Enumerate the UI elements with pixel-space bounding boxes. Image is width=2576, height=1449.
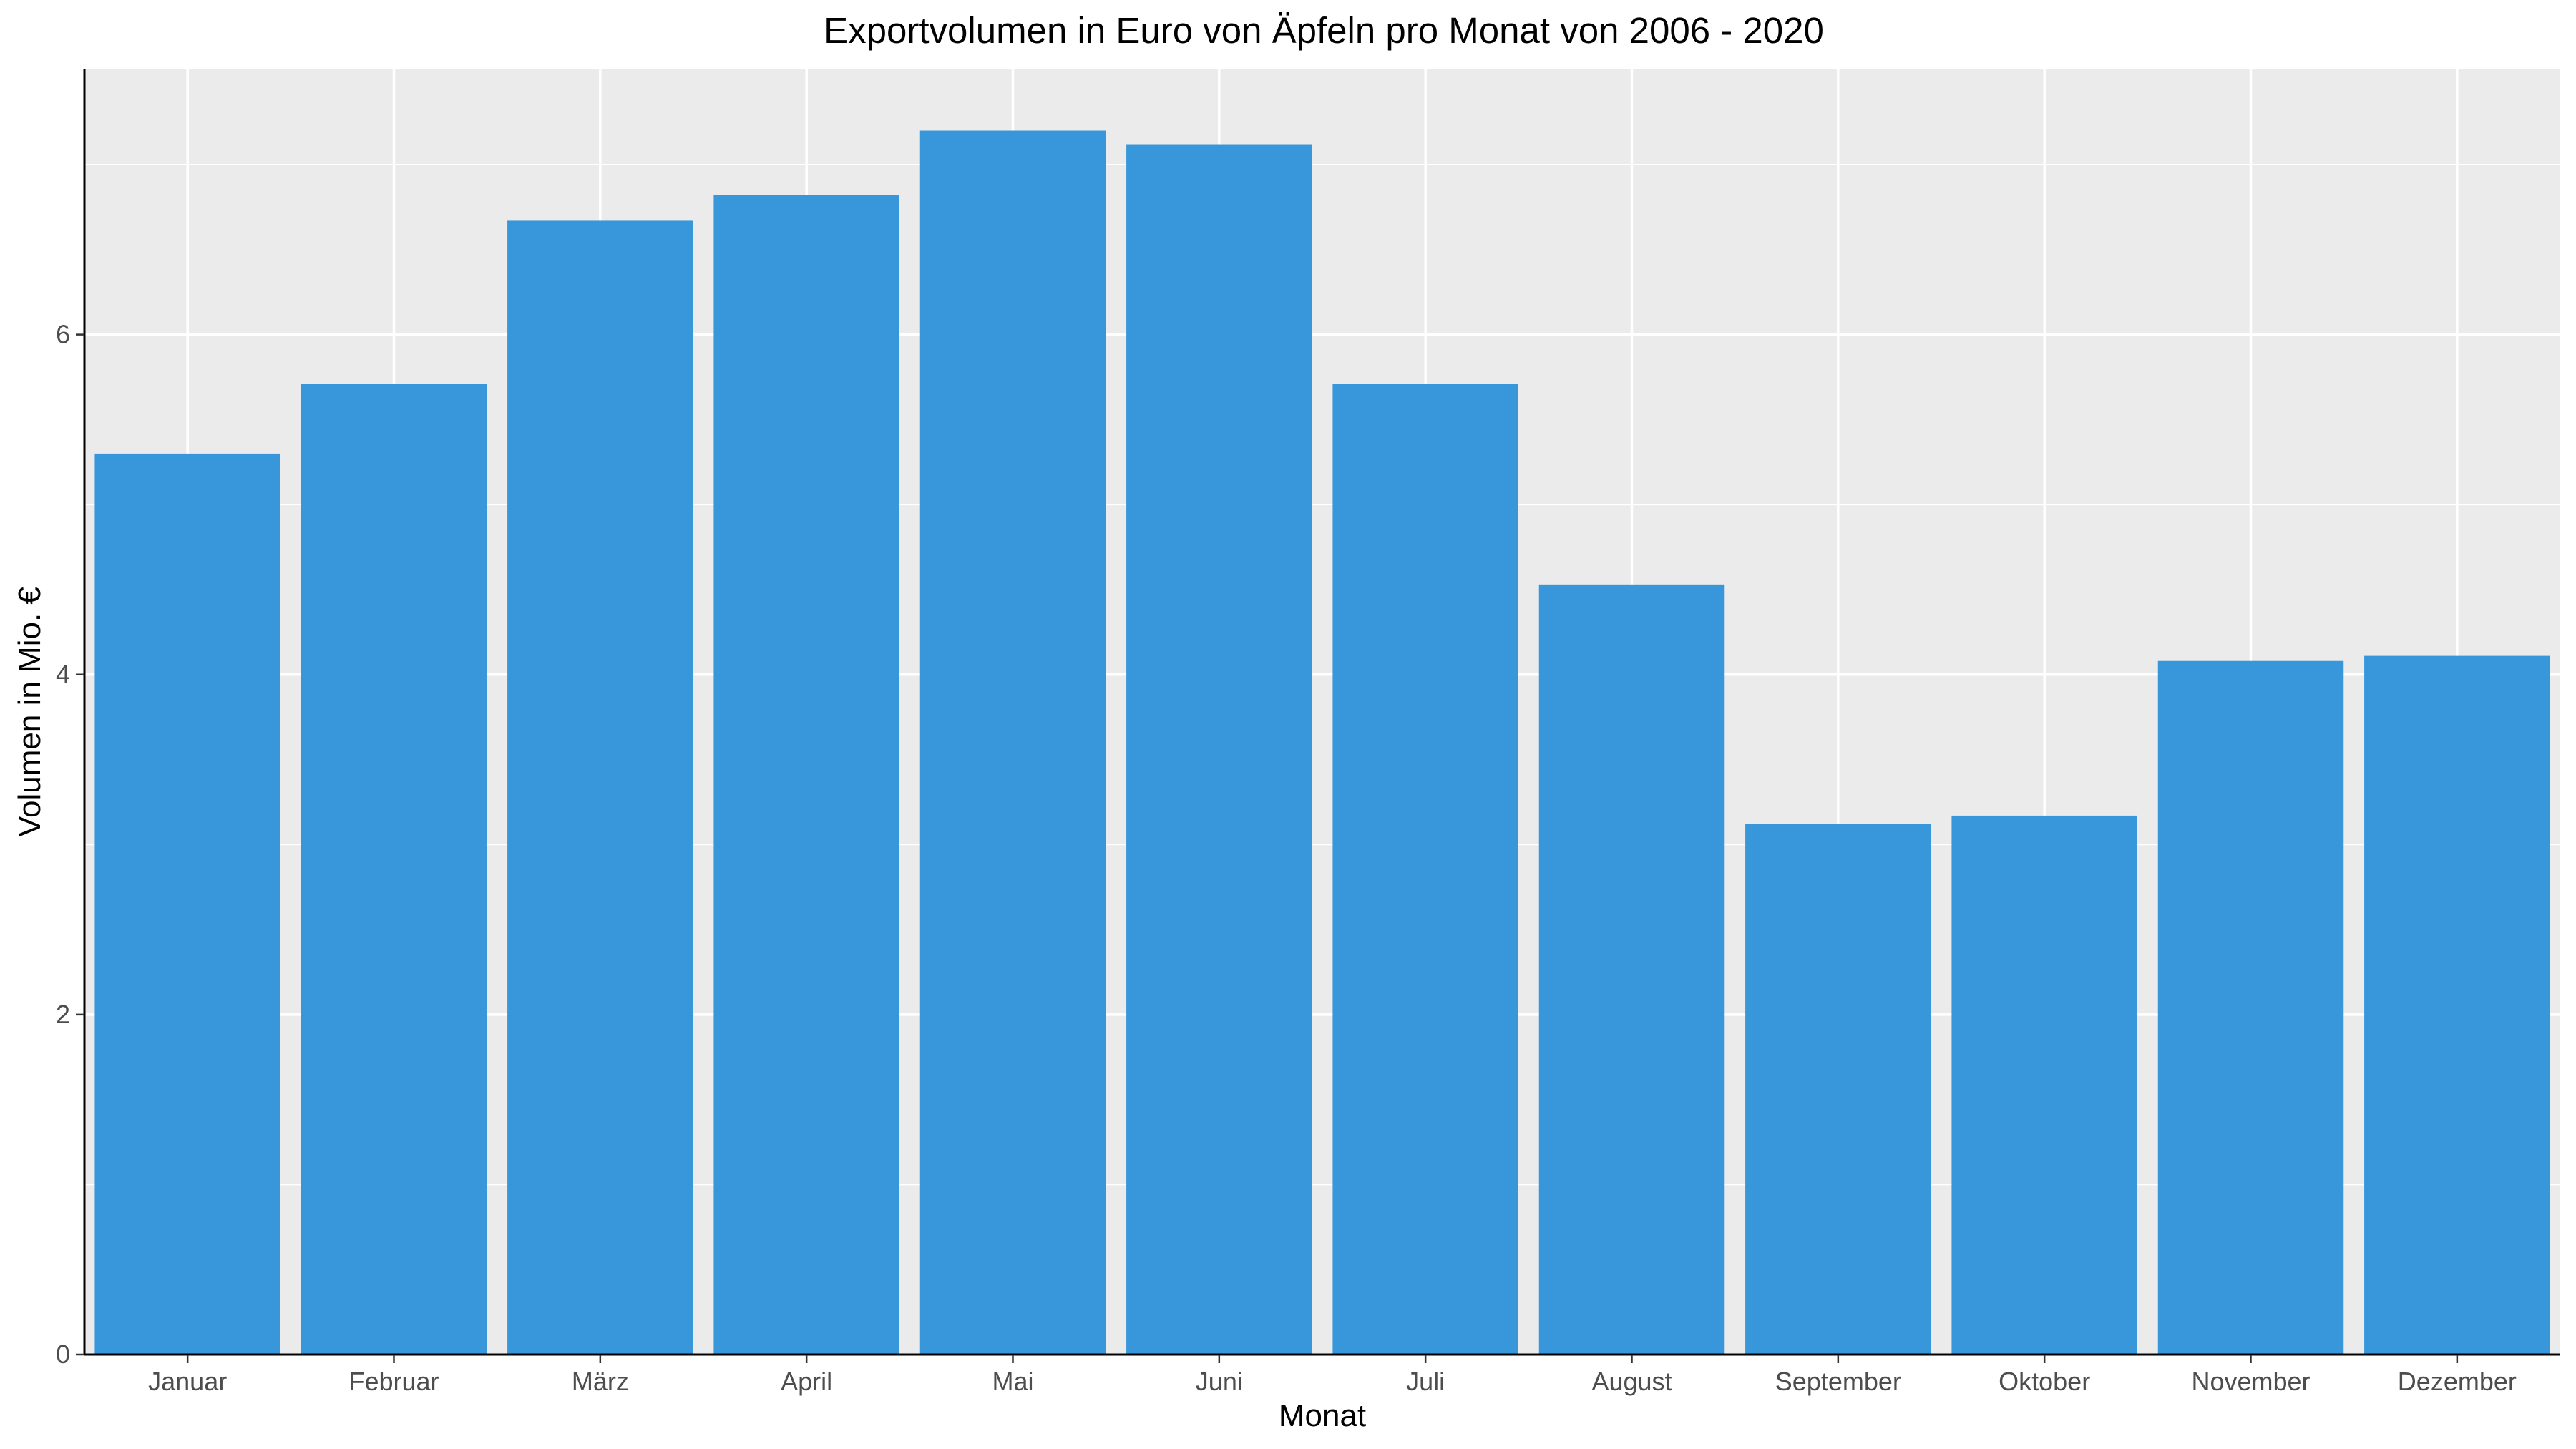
bar-august	[1538, 584, 1725, 1355]
x-tick-label: Juni	[1196, 1367, 1243, 1396]
x-tick-label: April	[781, 1367, 832, 1396]
x-tick-label: Januar	[148, 1367, 227, 1396]
x-tick-label: Juli	[1406, 1367, 1445, 1396]
tick-labels: 0 2 4 6 Januar Februar März April Mai Juni Juli Aug…	[56, 320, 2517, 1396]
x-tick-label: August	[1591, 1367, 1672, 1396]
x-tick-label: September	[1775, 1367, 1901, 1396]
y-tick-label: 0	[56, 1340, 70, 1369]
bar-mai	[919, 130, 1106, 1355]
bar-februar	[301, 384, 487, 1355]
bar-januar	[94, 453, 280, 1355]
y-tick-label: 4	[56, 660, 70, 689]
x-tick-label: Oktober	[1999, 1367, 2090, 1396]
x-tick-label: März	[572, 1367, 629, 1396]
bar-april	[713, 195, 899, 1355]
bar-märz	[507, 220, 693, 1355]
chart-title: Exportvolumen in Euro von Äpfeln pro Mon…	[824, 10, 1824, 51]
x-axis-title: Monat	[1279, 1398, 1366, 1433]
bars	[94, 130, 2550, 1355]
x-tick-label: Mai	[992, 1367, 1033, 1396]
y-tick-label: 2	[56, 1000, 70, 1029]
x-tick-label: November	[2191, 1367, 2310, 1396]
axes	[76, 69, 2560, 1363]
bar-juni	[1126, 144, 1312, 1355]
bar-oktober	[1951, 815, 2137, 1355]
bar-dezember	[2364, 655, 2550, 1355]
bar-november	[2157, 660, 2344, 1355]
x-tick-label: Dezember	[2398, 1367, 2517, 1396]
bar-juli	[1332, 384, 1518, 1355]
y-tick-label: 6	[56, 320, 70, 349]
bar-september	[1745, 824, 1931, 1355]
x-tick-label: Februar	[348, 1367, 439, 1396]
plot-panel	[84, 69, 2560, 1355]
y-axis-title: Volumen in Mio. €	[12, 587, 47, 837]
